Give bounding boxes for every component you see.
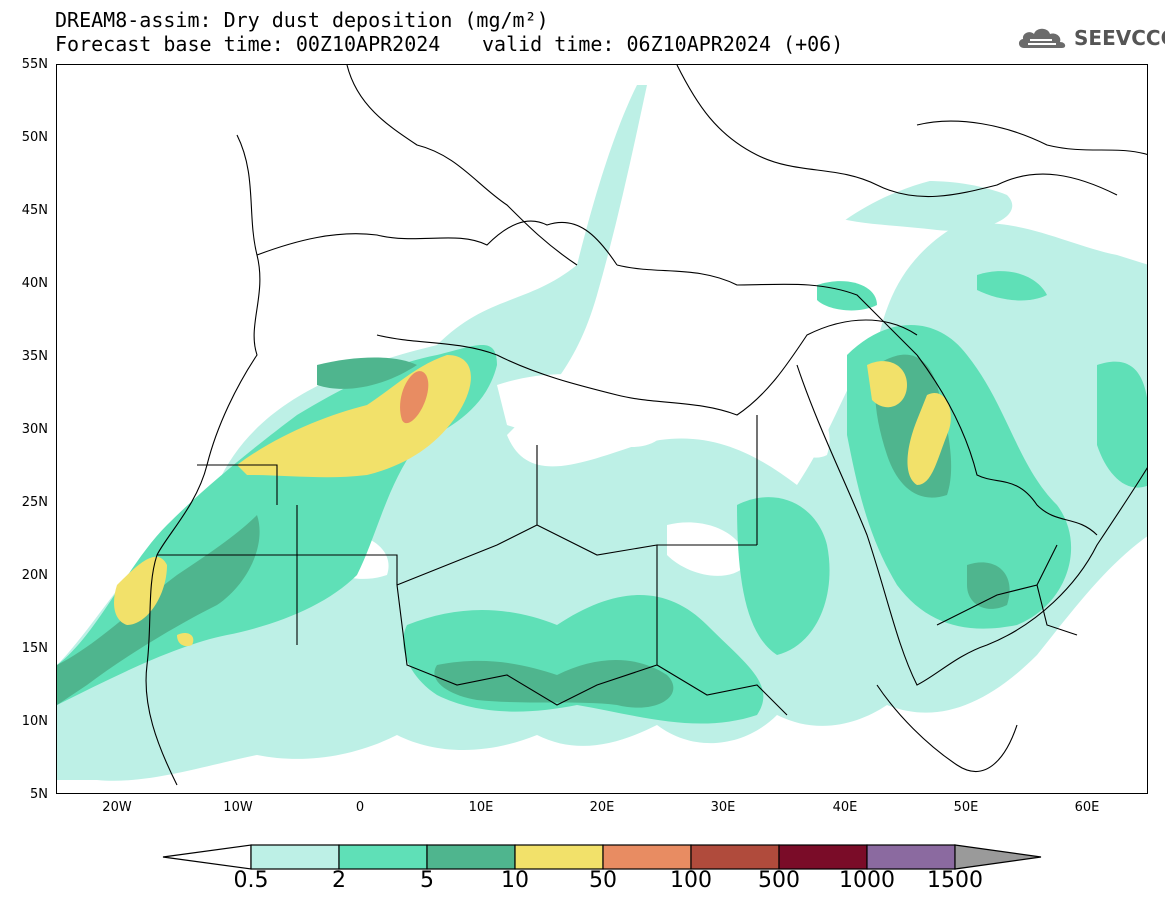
lon-label-40e: 40E — [832, 800, 858, 815]
colorbar-label-5: 5 — [420, 868, 434, 893]
lon-label-10e: 10E — [468, 800, 494, 815]
lon-label-60e: 60E — [1074, 800, 1100, 815]
colorbar-seg-9 — [954, 844, 1042, 870]
colorbar-seg-8 — [866, 844, 956, 870]
lat-label-25n: 25N — [21, 495, 48, 510]
forecast-base-time: Forecast base time: 00Z10APR2024 — [55, 32, 441, 56]
colorbar-label-1500: 1500 — [927, 868, 983, 893]
colorbar-label-2: 2 — [332, 868, 346, 893]
lat-label-10n: 10N — [21, 714, 48, 729]
colorbar-seg-5 — [602, 844, 692, 870]
cloud-logo-icon — [1018, 28, 1066, 48]
lon-label-10w: 10W — [223, 800, 253, 815]
lat-label-55n: 55N — [21, 57, 48, 72]
colorbar-seg-1 — [250, 844, 340, 870]
map-title: DREAM8-assim: Dry dust deposition (mg/m²… — [55, 8, 549, 32]
dust-deposition-map — [57, 65, 1147, 786]
lat-label-35n: 35N — [21, 349, 48, 364]
lon-label-0: 0 — [355, 800, 365, 815]
colorbar-label-50: 50 — [589, 868, 617, 893]
colorbar-seg-6 — [690, 844, 780, 870]
colorbar — [162, 844, 1042, 870]
lon-label-20e: 20E — [589, 800, 615, 815]
valid-time: valid time: 06Z10APR2024 (+06) — [482, 32, 844, 56]
coastlines-borders — [145, 65, 1147, 786]
colorbar-seg-0 — [162, 844, 252, 870]
lat-label-20n: 20N — [21, 568, 48, 583]
colorbar-seg-3 — [426, 844, 516, 870]
logo-text: SEEVCCC — [1074, 26, 1165, 50]
lat-label-40n: 40N — [21, 276, 48, 291]
colorbar-seg-7 — [778, 844, 868, 870]
lat-label-30n: 30N — [21, 422, 48, 437]
colorbar-label-1000: 1000 — [839, 868, 895, 893]
lat-label-50n: 50N — [21, 130, 48, 145]
lon-label-50e: 50E — [953, 800, 979, 815]
lat-label-15n: 15N — [21, 641, 48, 656]
lat-label-45n: 45N — [21, 203, 48, 218]
map-panel — [56, 64, 1148, 794]
lat-label-5n: 5N — [30, 787, 48, 802]
deposition-level-50-100 — [400, 371, 429, 424]
colorbar-label-500: 500 — [758, 868, 800, 893]
seevccc-logo: SEEVCCC — [1016, 24, 1165, 52]
colorbar-label-0.5: 0.5 — [233, 868, 269, 893]
colorbar-seg-2 — [338, 844, 428, 870]
colorbar-seg-4 — [514, 844, 604, 870]
colorbar-label-10: 10 — [501, 868, 529, 893]
lon-label-30e: 30E — [710, 800, 736, 815]
colorbar-label-100: 100 — [670, 868, 712, 893]
lon-label-20w: 20W — [102, 800, 132, 815]
